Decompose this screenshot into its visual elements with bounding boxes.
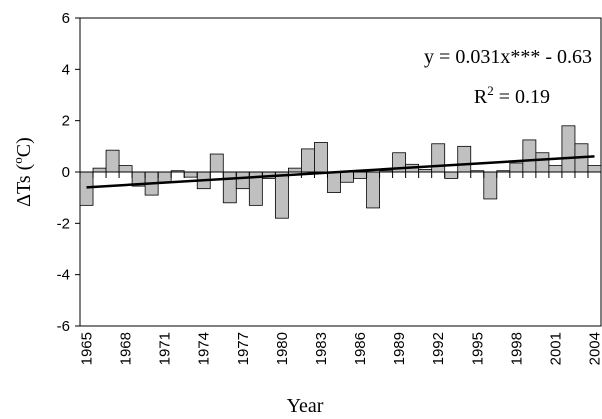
bar [587, 165, 602, 173]
y-label-text: ΔTs ( [13, 163, 35, 206]
bar [353, 171, 367, 179]
trend-line [86, 155, 595, 189]
x-tick-label: 2001 [547, 332, 564, 365]
equation: y = 0.031x*** - 0.63 [424, 46, 592, 68]
y-label-text: C) [13, 137, 35, 157]
bar [483, 171, 498, 200]
r-sup: 2 [487, 83, 494, 98]
bar [92, 167, 107, 173]
bar [509, 162, 524, 173]
bar [118, 165, 133, 173]
bar [235, 171, 250, 190]
x-tick-label: 1989 [391, 332, 408, 365]
x-tick-label: 1968 [118, 332, 135, 365]
r-squared: R2 = 0.19 [474, 83, 550, 108]
bar [157, 171, 172, 183]
x-tick-label: 1992 [430, 332, 447, 365]
x-tick-label: 1998 [508, 332, 525, 365]
bar [222, 171, 237, 204]
bar [431, 143, 446, 173]
x-tick-label: 1986 [352, 332, 369, 365]
x-tick-label: 1974 [196, 332, 213, 365]
bar [366, 171, 380, 209]
bar [340, 171, 354, 183]
y-label-sup: o [10, 157, 25, 164]
bar [301, 148, 315, 173]
y-axis-label: ΔTs (oC) [10, 137, 35, 207]
bar [274, 171, 289, 219]
r-text: = 0.19 [494, 86, 550, 108]
bar [287, 167, 302, 173]
bar [457, 145, 472, 173]
x-tick-label: 1971 [157, 332, 174, 365]
r-text: R [474, 86, 488, 108]
y-tick-label: -4 [57, 267, 70, 284]
x-tick-label: 2004 [586, 332, 602, 365]
x-axis-label: Year [287, 395, 324, 417]
x-tick-label: 1965 [79, 332, 96, 365]
bar [327, 171, 341, 193]
y-tick-label: 2 [62, 113, 70, 130]
y-tick-label: 4 [62, 61, 70, 78]
bar [444, 171, 459, 179]
x-tick-label: 1977 [235, 332, 252, 365]
x-tick-label: 1983 [313, 332, 330, 365]
bar [209, 153, 224, 173]
x-tick-label: 1980 [274, 332, 291, 365]
bar [314, 142, 328, 173]
y-tick-label: -6 [57, 318, 70, 335]
bar [183, 171, 198, 178]
y-tick-label: -2 [57, 215, 70, 232]
bar [522, 139, 537, 173]
y-tick-label: 0 [62, 164, 70, 181]
x-tick-label: 1995 [469, 332, 486, 365]
bar [79, 171, 94, 206]
bar [105, 149, 120, 173]
y-tick-label: 6 [62, 10, 70, 27]
bar [561, 125, 576, 173]
bar [535, 152, 550, 173]
bar [548, 165, 563, 173]
